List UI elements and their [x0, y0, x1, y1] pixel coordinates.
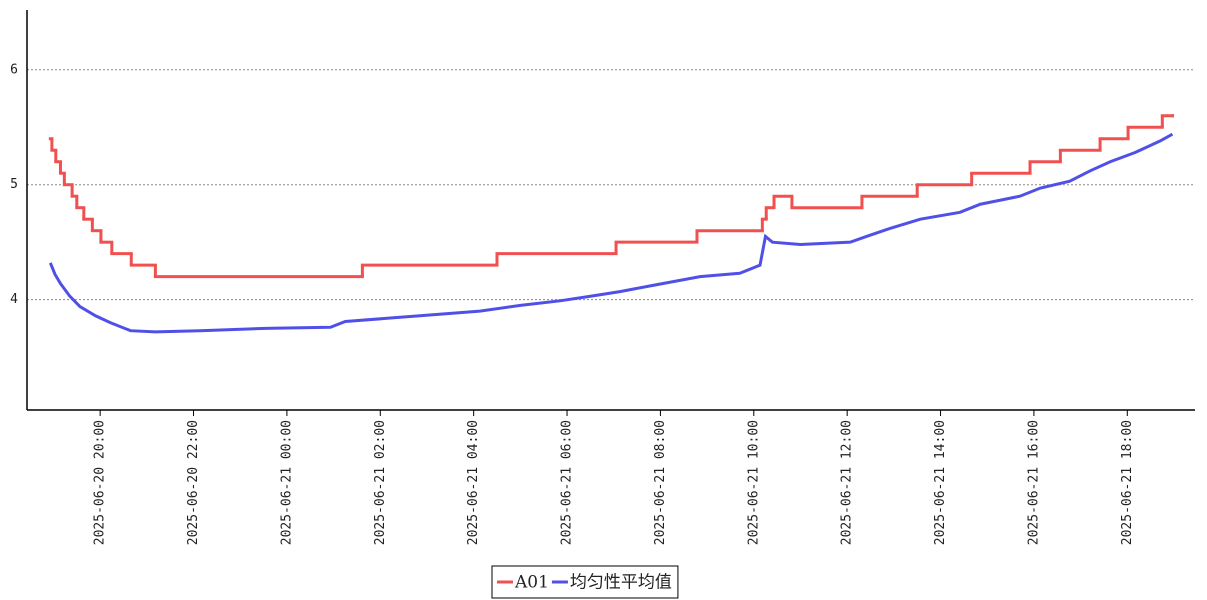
x-tick-label: 2025-06-21 10:00 [746, 420, 761, 545]
legend-label: A01 [514, 573, 549, 593]
x-tick-label: 2025-06-20 20:00 [93, 420, 108, 545]
x-tick-label: 2025-06-21 00:00 [279, 420, 294, 545]
x-tick-label: 2025-06-21 04:00 [466, 420, 481, 545]
legend-box [491, 565, 679, 599]
x-tick-label: 2025-06-21 14:00 [933, 420, 948, 545]
x-tick-label: 2025-06-21 12:00 [840, 420, 855, 545]
x-tick-label: 2025-06-20 22:00 [186, 420, 201, 545]
y-tick-label: 5 [10, 177, 18, 192]
legend: A01 均匀性平均值 [491, 565, 679, 599]
y-tick-label: 4 [10, 292, 18, 307]
series-line [48, 132, 1174, 334]
y-tick-label: 6 [10, 62, 18, 77]
x-tick-label: 2025-06-21 18:00 [1120, 420, 1135, 545]
x-tick-label: 2025-06-21 02:00 [373, 420, 388, 545]
x-tick-label: 2025-06-21 08:00 [653, 420, 668, 545]
legend-label: 均匀性平均值 [570, 573, 672, 593]
x-tick-label: 2025-06-21 16:00 [1026, 420, 1041, 545]
x-tick-label: 2025-06-21 06:00 [560, 420, 575, 545]
